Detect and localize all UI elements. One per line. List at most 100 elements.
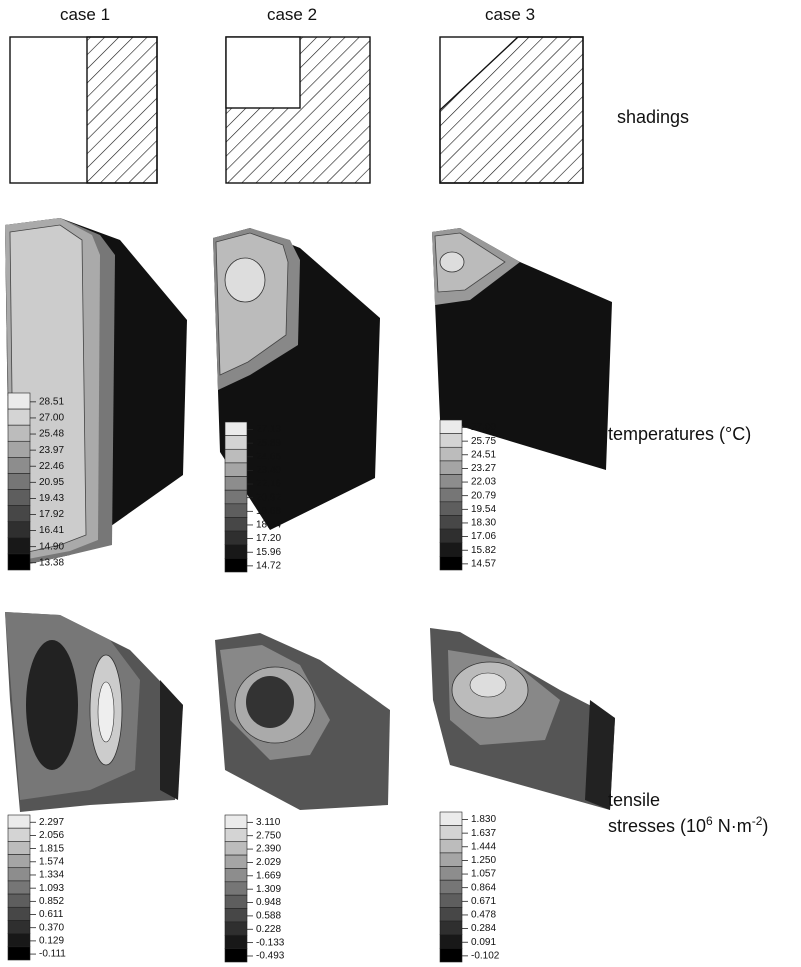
- shading-case-3: [440, 37, 583, 183]
- legend-label: 0.370: [39, 922, 64, 933]
- legend-label: 25.89: [256, 438, 281, 449]
- legend-swatch: [225, 531, 247, 545]
- legend-swatch: [8, 894, 30, 907]
- legend-label: 24.51: [471, 449, 496, 460]
- label-sup: -2: [752, 814, 763, 828]
- legend-label: 22.16: [256, 479, 281, 490]
- legend-label: 1.093: [39, 883, 64, 894]
- legend-label: 27.00: [471, 422, 496, 433]
- stress-plot-case-1: [5, 612, 183, 812]
- legend-swatch: [8, 934, 30, 947]
- legend-swatch: [225, 477, 247, 491]
- legend-label: 23.27: [471, 463, 496, 474]
- legend-label: -0.102: [471, 951, 500, 962]
- legend-swatch: [8, 868, 30, 881]
- legend-label: 20.79: [471, 490, 496, 501]
- legend-label: 13.38: [39, 557, 64, 568]
- legend-swatch: [440, 543, 462, 557]
- legend-swatch: [225, 422, 247, 436]
- column-header: case 1: [60, 5, 110, 24]
- legend-swatch: [8, 920, 30, 933]
- legend-swatch: [440, 880, 462, 894]
- legend-label: 22.46: [39, 461, 64, 472]
- label-part: N·m: [713, 816, 752, 836]
- row-label: tensile: [608, 790, 660, 810]
- legend-label: 0.864: [471, 882, 496, 893]
- legend-swatch: [8, 522, 30, 538]
- legend-label: 2.056: [39, 830, 64, 841]
- legend-swatch: [440, 948, 462, 962]
- legend-swatch: [440, 447, 462, 461]
- legend-label: 19.54: [471, 504, 496, 515]
- label-part: stresses (10: [608, 816, 706, 836]
- legend-label: 1.057: [471, 869, 496, 880]
- legend-label: -0.111: [39, 949, 66, 960]
- legend-swatch: [225, 545, 247, 559]
- legend-swatch: [8, 457, 30, 473]
- legend-swatch: [440, 867, 462, 881]
- legend-label: 0.228: [256, 924, 281, 935]
- legend-label: 1.815: [39, 843, 64, 854]
- legend-swatch: [225, 828, 247, 841]
- legend-label: 20.95: [39, 477, 64, 488]
- legend-label: 1.334: [39, 870, 64, 881]
- legend-swatch: [8, 538, 30, 554]
- shading-case-1: [10, 37, 157, 183]
- legend-swatch: [440, 420, 462, 434]
- legend-label: 20.92: [256, 492, 281, 503]
- legend-swatch: [8, 506, 30, 522]
- legend-label: 17.20: [256, 533, 281, 544]
- legend-swatch: [8, 907, 30, 920]
- legend-swatch: [8, 815, 30, 828]
- legend-swatch: [440, 853, 462, 867]
- legend-swatch: [225, 517, 247, 531]
- legend-label: 0.948: [256, 897, 281, 908]
- legend-label: 14.57: [471, 559, 496, 570]
- legend-swatch: [8, 554, 30, 570]
- legend-swatch: [225, 882, 247, 895]
- legend-label: 17.92: [39, 509, 64, 520]
- legend-swatch: [225, 895, 247, 908]
- legend-swatch: [440, 475, 462, 489]
- column-header: case 3: [485, 5, 535, 24]
- legend-swatch: [440, 812, 462, 826]
- legend-swatch: [8, 490, 30, 506]
- legend-swatch: [225, 935, 247, 948]
- legend-swatch: [440, 894, 462, 908]
- legend-swatch: [8, 441, 30, 457]
- legend-label: 1.830: [471, 814, 496, 825]
- label-part: ): [762, 816, 768, 836]
- row-label: shadings: [617, 107, 689, 127]
- legend-label: 14.90: [39, 541, 64, 552]
- legend-swatch: [225, 868, 247, 881]
- legend-swatch: [440, 935, 462, 949]
- stress-plot-case-3: [430, 628, 615, 810]
- legend-swatch: [225, 490, 247, 504]
- legend-label: 0.091: [471, 937, 496, 948]
- legend-swatch: [440, 515, 462, 529]
- legend-swatch: [440, 556, 462, 570]
- legend-label: 23.97: [39, 445, 64, 456]
- legend-label: 14.72: [256, 561, 281, 572]
- legend-label: 0.129: [39, 936, 64, 947]
- legend-label: 19.68: [256, 506, 281, 517]
- legend-swatch: [8, 409, 30, 425]
- legend-label: 2.029: [256, 857, 281, 868]
- legend-label: 28.51: [39, 396, 64, 407]
- legend-label: 3.110: [256, 817, 281, 828]
- legend-label: 1.574: [39, 856, 64, 867]
- column-header: case 2: [267, 5, 317, 24]
- legend-label: -0.133: [256, 937, 285, 948]
- legend-swatch: [225, 436, 247, 450]
- legend-swatch: [8, 393, 30, 409]
- row-label: temperatures (°C): [608, 424, 751, 444]
- legend-swatch: [8, 841, 30, 854]
- legend-swatch: [225, 949, 247, 962]
- legend-swatch: [8, 855, 30, 868]
- legend-swatch: [440, 461, 462, 475]
- legend-label: 1.637: [471, 828, 496, 839]
- temperature-plot-case-1: [5, 218, 187, 568]
- legend-swatch: [440, 826, 462, 840]
- legend-label: 18.44: [256, 520, 281, 531]
- legend-label: 2.297: [39, 817, 64, 828]
